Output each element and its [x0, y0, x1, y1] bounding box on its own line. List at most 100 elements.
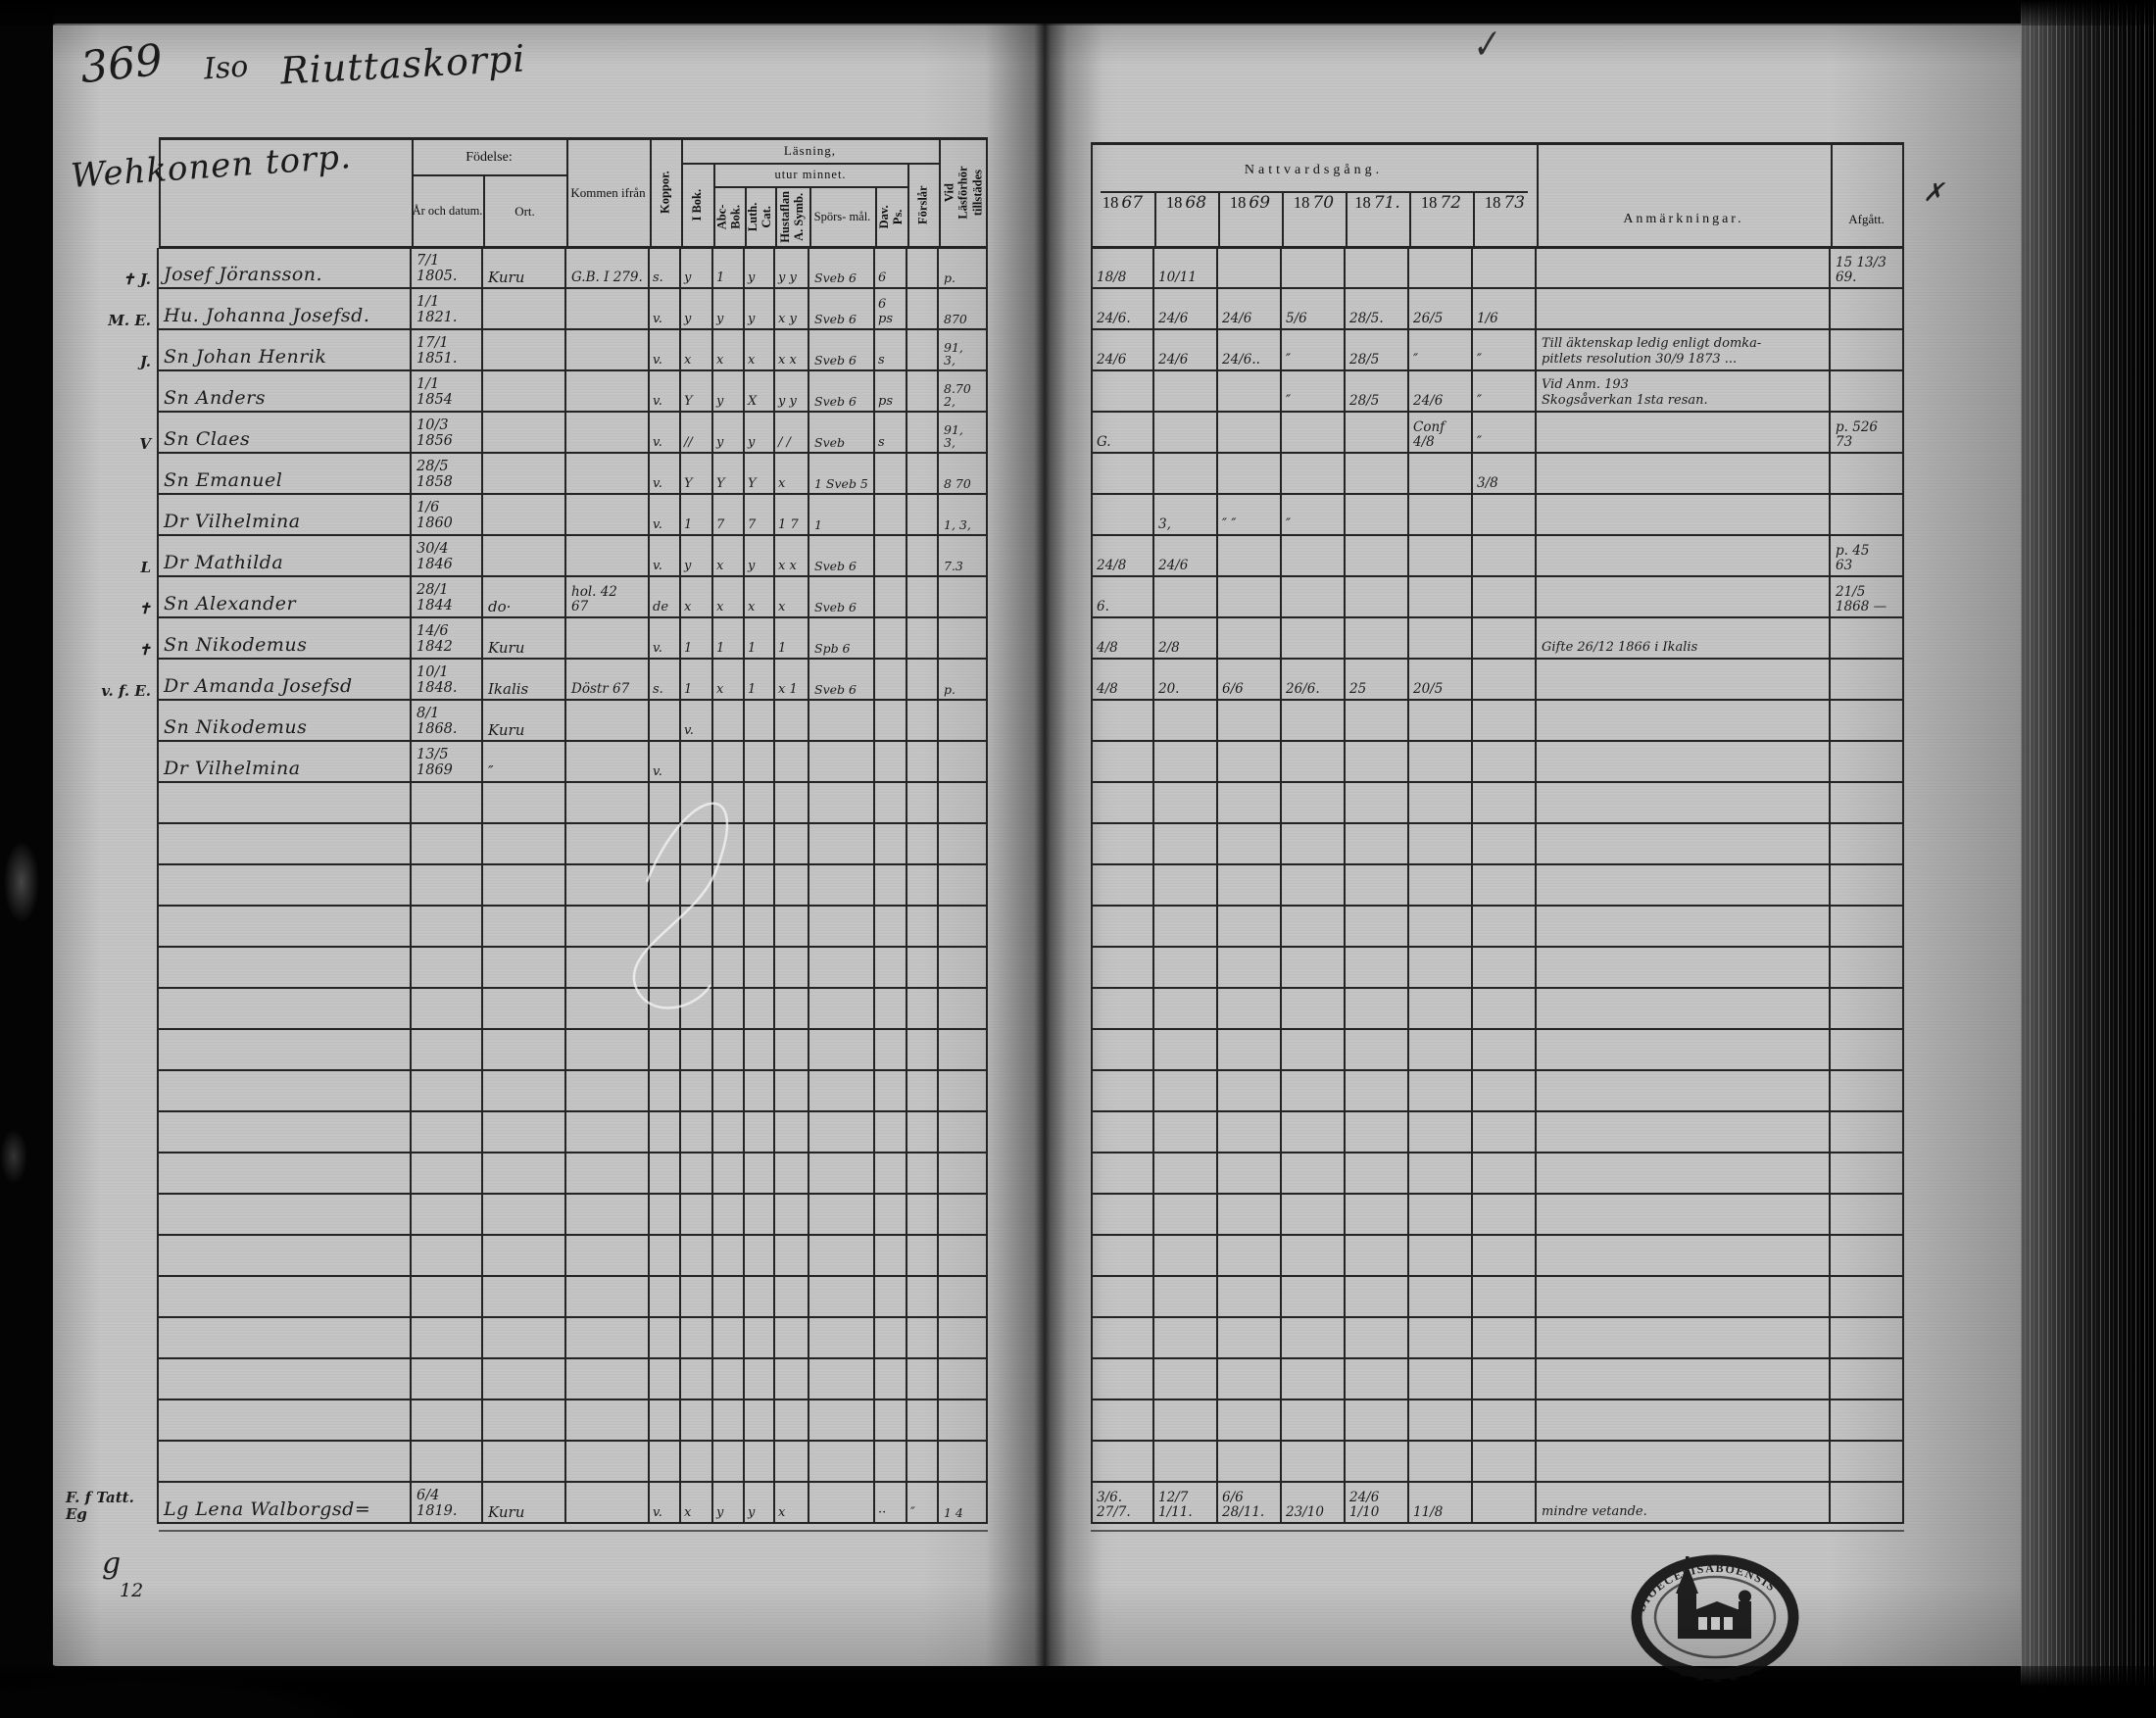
communion-1867-cell [1091, 1318, 1154, 1359]
departed-cell [1831, 1030, 1904, 1071]
right-table-header: Nattvardsgång. 18 67 18 68 18 69 18 70 18 71.… [1091, 142, 1904, 249]
comprehension-cell [907, 454, 939, 495]
scan-border-top [0, 0, 2156, 25]
communion-1872-cell [1409, 1318, 1473, 1359]
questions-cell [809, 1318, 875, 1359]
birth-place-cell: Ikalis [483, 660, 566, 701]
communion-1869-cell [1218, 907, 1282, 948]
abc-book-cell [713, 1030, 745, 1071]
remarks-cell [1537, 1277, 1831, 1318]
questions-cell [809, 1071, 875, 1112]
margin-note: ✝ [61, 577, 159, 618]
communion-1872-cell [1409, 1030, 1473, 1071]
communion-1873-cell [1473, 742, 1537, 783]
abc-book-cell [713, 742, 745, 783]
communion-1868-cell [1154, 371, 1218, 413]
communion-1872-cell [1409, 907, 1473, 948]
grid-line [681, 137, 683, 248]
page-edges-texture [2021, 0, 2156, 1718]
communion-1868-cell [1154, 989, 1218, 1030]
catechism-cell: y [745, 1483, 775, 1524]
communion-1871-cell [1346, 742, 1409, 783]
birth-place-cell [483, 948, 566, 989]
questions-cell [809, 1483, 875, 1524]
comprehension-cell [907, 1030, 939, 1071]
table-row: 3, ″ ″ ″ [1091, 495, 1904, 536]
questions-cell [809, 989, 875, 1030]
came-from-cell [566, 1277, 650, 1318]
communion-1872-cell [1409, 742, 1473, 783]
came-from-cell [566, 865, 650, 907]
exam-attendance-cell [939, 701, 988, 742]
questions-cell [809, 783, 875, 824]
psalms-cell [875, 1236, 907, 1277]
abc-book-cell: y [713, 413, 745, 454]
crossed-out-mark: ✗ [1923, 178, 1944, 208]
communion-1870-cell [1282, 824, 1346, 865]
communion-1868-cell [1154, 865, 1218, 907]
communion-1871-cell [1346, 454, 1409, 495]
psalms-cell [875, 1030, 907, 1071]
margin-note: V [61, 413, 159, 454]
communion-1870-cell [1282, 783, 1346, 824]
hustavla-cell [775, 1154, 809, 1195]
communion-1873-cell [1473, 1277, 1537, 1318]
communion-1872-cell: 20/5 [1409, 660, 1473, 701]
abc-book-cell: Y [713, 454, 745, 495]
communion-1873-cell [1473, 1318, 1537, 1359]
grid-line [681, 163, 941, 165]
communion-1869-cell [1218, 536, 1282, 577]
smallpox-cell: v. [650, 454, 681, 495]
hustavla-cell [775, 742, 809, 783]
right-page-table: Nattvardsgång. 18 67 18 68 18 69 18 70 18 71.… [1091, 142, 1904, 1524]
communion-1871-cell [1346, 824, 1409, 865]
psalms-cell: ps [875, 371, 907, 413]
table-row: Dr Vilhelmina 1/6 1860 v. 1 7 7 1 7 1 1,… [61, 495, 988, 536]
birth-date-cell: 14/6 1842 [412, 618, 483, 660]
communion-1870-cell [1282, 536, 1346, 577]
came-from-cell [566, 289, 650, 330]
came-from-cell [566, 783, 650, 824]
column-header-year: 18 70 [1293, 193, 1335, 213]
birth-place-cell: do· [483, 577, 566, 618]
reading-in-book-cell [681, 1400, 713, 1442]
psalms-cell: ·· [875, 1483, 907, 1524]
column-header-departed: Afgått. [1848, 212, 1885, 226]
table-row [61, 1442, 988, 1483]
grid-line [1346, 193, 1348, 248]
name-cell [159, 1359, 412, 1400]
hustavla-cell: x x [775, 536, 809, 577]
departed-cell [1831, 1154, 1904, 1195]
communion-1873-cell [1473, 1030, 1537, 1071]
margin-note [61, 1030, 159, 1071]
birth-place-cell [483, 1318, 566, 1359]
reading-in-book-cell [681, 1154, 713, 1195]
table-row [61, 783, 988, 824]
communion-1871-cell [1346, 1112, 1409, 1154]
table-row: 6. 21/5 1868 — [1091, 577, 1904, 618]
communion-1873-cell [1473, 495, 1537, 536]
smallpox-cell: v. [650, 413, 681, 454]
communion-1871-cell [1346, 1277, 1409, 1318]
table-row: V Sn Claes 10/3 1856 v. // y y / / Sveb … [61, 413, 988, 454]
communion-1868-cell: 10/11 [1154, 248, 1218, 289]
abc-book-cell: x [713, 577, 745, 618]
communion-1867-cell [1091, 1154, 1154, 1195]
communion-1869-cell: 24/6.. [1218, 330, 1282, 371]
communion-1873-cell [1473, 660, 1537, 701]
psalms-cell: 6 [875, 248, 907, 289]
page-number: 369 [77, 34, 166, 94]
margin-note [61, 1195, 159, 1236]
departed-cell [1831, 824, 1904, 865]
questions-cell [809, 948, 875, 989]
margin-note [61, 454, 159, 495]
communion-1870-cell [1282, 1236, 1346, 1277]
hustavla-cell [775, 701, 809, 742]
communion-1867-cell [1091, 1236, 1154, 1277]
communion-1871-cell [1346, 1442, 1409, 1483]
communion-1870-cell [1282, 701, 1346, 742]
table-row [61, 1195, 988, 1236]
communion-1869-cell [1218, 1154, 1282, 1195]
grid-line [875, 186, 877, 248]
grid-line [986, 137, 988, 248]
